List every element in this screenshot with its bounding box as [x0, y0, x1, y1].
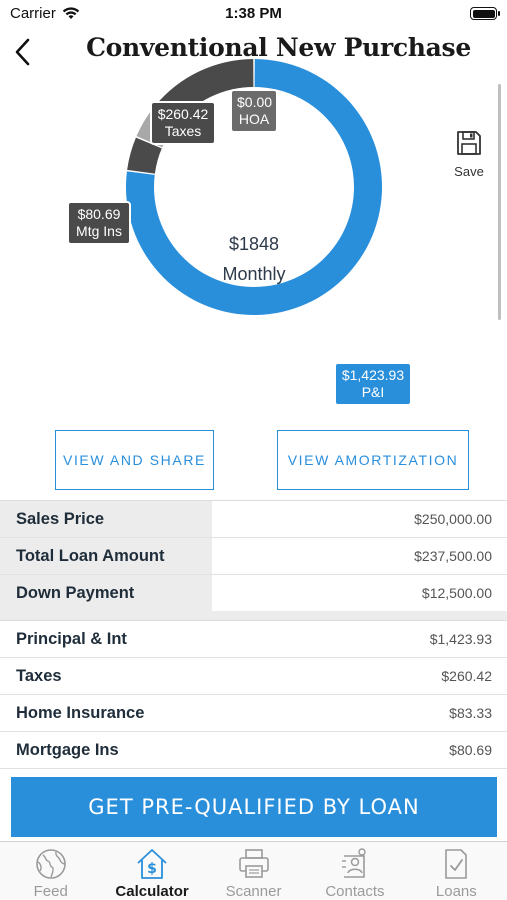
row-label: Home Insurance — [0, 695, 212, 731]
row-label: Sales Price — [0, 501, 212, 537]
chevron-left-icon — [15, 38, 30, 66]
globe-icon — [35, 849, 66, 879]
table-row: Down Payment $12,500.00 — [0, 575, 507, 612]
payment-breakdown-table: Principal & Int $1,423.93 Taxes $260.42 … — [0, 620, 507, 769]
tab-contacts[interactable]: Contacts — [304, 842, 405, 900]
pi-tag: $1,423.93 P&I — [334, 362, 412, 406]
loan-summary-table: Sales Price $250,000.00 Total Loan Amoun… — [0, 500, 507, 612]
clock: 1:38 PM — [225, 5, 282, 22]
section-divider — [0, 611, 507, 620]
table-row: Principal & Int $1,423.93 — [0, 621, 507, 658]
printer-icon — [238, 849, 269, 878]
hoa-tag-label: HOA — [238, 111, 270, 127]
page-title: Conventional New Purchase — [86, 33, 471, 62]
back-button[interactable] — [8, 34, 38, 70]
carrier-label: Carrier — [10, 5, 56, 22]
row-value: $237,500.00 — [414, 548, 492, 564]
house-dollar-icon: $ — [137, 849, 167, 879]
pi-tag-label: P&I — [361, 384, 385, 400]
mtg-ins-tag-amount: $80.69 — [77, 206, 121, 222]
table-row: Mortgage Ins $80.69 — [0, 732, 507, 769]
wifi-icon — [62, 7, 80, 19]
tab-calculator[interactable]: $ Calculator — [101, 842, 202, 900]
save-label: Save — [454, 164, 484, 179]
view-and-share-button[interactable]: VIEW AND SHARE — [55, 430, 214, 490]
taxes-tag-amount: $260.42 — [157, 106, 209, 122]
donut-segment-mtg-ins — [127, 137, 162, 174]
mtg-ins-tag: $80.69 Mtg Ins — [67, 201, 131, 245]
pi-tag-amount: $1,423.93 — [341, 367, 405, 383]
row-value: $1,423.93 — [429, 631, 492, 647]
taxes-tag: $260.42 Taxes — [150, 101, 216, 145]
hoa-tag-amount: $0.00 — [237, 94, 273, 110]
tab-loans[interactable]: Loans — [406, 842, 507, 900]
row-label: Mortgage Ins — [0, 732, 212, 768]
row-label: Down Payment — [0, 575, 212, 611]
get-pre-qualified-button[interactable]: GET PRE-QUALIFIED BY LOAN — [11, 777, 497, 837]
tab-label: Feed — [33, 883, 68, 900]
monthly-label: Monthly — [222, 264, 286, 284]
taxes-tag-label: Taxes — [164, 123, 202, 139]
floppy-disk-icon — [457, 131, 481, 155]
row-label: Taxes — [0, 658, 212, 694]
tab-label: Loans — [435, 883, 477, 900]
save-button[interactable]: Save — [449, 130, 489, 182]
row-value: $250,000.00 — [414, 511, 492, 527]
table-row: Total Loan Amount $237,500.00 — [0, 538, 507, 575]
mtg-ins-tag-label: Mtg Ins — [76, 223, 122, 239]
status-bar: Carrier 1:38 PM — [0, 0, 507, 28]
tab-bar: Feed $ Calculator Scanner Contacts — [0, 841, 507, 900]
battery-icon — [470, 7, 500, 20]
table-row: Sales Price $250,000.00 — [0, 501, 507, 538]
tab-scanner[interactable]: Scanner — [203, 842, 304, 900]
tab-label: Calculator — [115, 883, 189, 900]
svg-text:$: $ — [147, 861, 157, 877]
row-value: $83.33 — [449, 705, 492, 721]
scroll-indicator[interactable] — [498, 84, 501, 320]
tab-feed[interactable]: Feed — [0, 842, 101, 900]
hoa-tag: $0.00 HOA — [230, 89, 278, 133]
table-row: Taxes $260.42 — [0, 658, 507, 695]
document-check-icon — [445, 849, 468, 879]
row-value: $12,500.00 — [421, 585, 492, 601]
tab-label: Scanner — [225, 883, 282, 900]
table-row: Home Insurance $83.33 — [0, 695, 507, 732]
row-label: Principal & Int — [0, 621, 212, 657]
row-value: $260.42 — [441, 668, 492, 684]
tab-label: Contacts — [325, 883, 385, 900]
contacts-icon — [341, 848, 366, 878]
view-amortization-button[interactable]: VIEW AMORTIZATION — [277, 430, 469, 490]
row-label: Total Loan Amount — [0, 538, 212, 574]
row-value: $80.69 — [449, 742, 492, 758]
monthly-amount: $1848 — [228, 234, 280, 254]
